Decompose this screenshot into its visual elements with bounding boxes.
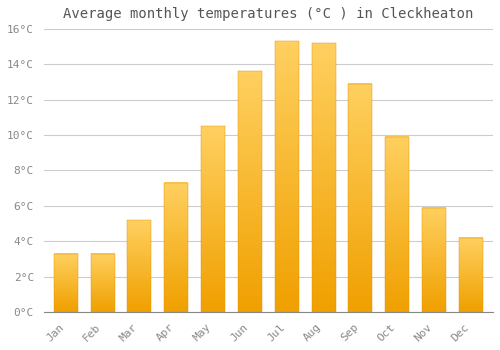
- Bar: [459, 238, 483, 312]
- Bar: [275, 41, 299, 312]
- Bar: [201, 126, 225, 312]
- Bar: [422, 208, 446, 312]
- Bar: [54, 254, 78, 312]
- Title: Average monthly temperatures (°C ) in Cleckheaton: Average monthly temperatures (°C ) in Cl…: [63, 7, 474, 21]
- Bar: [164, 183, 188, 312]
- Bar: [348, 84, 372, 312]
- Bar: [90, 254, 114, 312]
- Bar: [128, 220, 152, 312]
- Bar: [238, 71, 262, 312]
- Bar: [312, 43, 336, 312]
- Bar: [386, 137, 409, 312]
